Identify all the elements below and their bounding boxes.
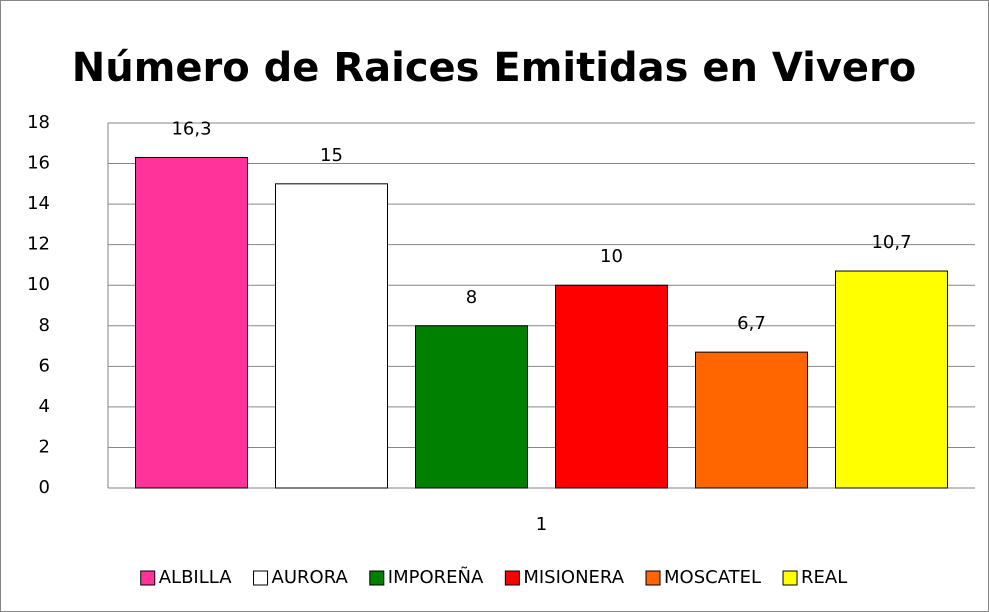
legend-swatch bbox=[645, 570, 661, 586]
chart-title: Número de Raices Emitidas en Vivero bbox=[72, 45, 916, 91]
legend-label: ALBILLA bbox=[159, 567, 232, 588]
legend-swatch bbox=[369, 570, 385, 586]
y-tick-label: 14 bbox=[27, 193, 50, 214]
legend-item: IMPOREÑA bbox=[369, 566, 484, 588]
legend-swatch bbox=[253, 570, 269, 586]
x-tick-label: 1 bbox=[536, 514, 547, 535]
legend-item: MOSCATEL bbox=[645, 567, 761, 588]
y-tick-label: 10 bbox=[27, 274, 50, 295]
legend-label: IMPOREÑA bbox=[388, 566, 484, 588]
bar bbox=[415, 325, 528, 489]
y-tick-label: 4 bbox=[39, 396, 50, 417]
y-tick-label: 2 bbox=[39, 436, 50, 457]
bar bbox=[555, 284, 668, 489]
y-tick-label: 0 bbox=[39, 477, 50, 498]
data-label: 6,7 bbox=[737, 313, 766, 334]
legend-label: MISIONERA bbox=[523, 567, 624, 588]
legend-swatch bbox=[140, 570, 156, 586]
bar bbox=[135, 156, 248, 489]
legend-label: AURORA bbox=[272, 567, 349, 588]
legend-item: REAL bbox=[782, 567, 847, 588]
data-label: 15 bbox=[320, 145, 343, 166]
y-tick-label: 8 bbox=[39, 315, 50, 336]
data-label: 16,3 bbox=[171, 118, 211, 139]
data-label: 10 bbox=[600, 246, 623, 267]
legend-label: REAL bbox=[801, 567, 847, 588]
bar bbox=[695, 351, 808, 489]
y-tick-label: 18 bbox=[27, 112, 50, 133]
legend-swatch bbox=[504, 570, 520, 586]
legend-label: MOSCATEL bbox=[664, 567, 761, 588]
bar bbox=[835, 270, 948, 489]
data-label: 10,7 bbox=[871, 232, 911, 253]
legend-item: MISIONERA bbox=[504, 567, 625, 588]
legend-item: ALBILLA bbox=[140, 567, 232, 588]
legend-swatch bbox=[782, 570, 798, 586]
y-tick-label: 6 bbox=[39, 355, 50, 376]
data-label: 8 bbox=[466, 287, 477, 308]
legend-item: AURORA bbox=[253, 567, 349, 588]
y-tick-label: 12 bbox=[27, 234, 50, 255]
y-tick-label: 16 bbox=[27, 153, 50, 174]
bar bbox=[275, 183, 388, 489]
